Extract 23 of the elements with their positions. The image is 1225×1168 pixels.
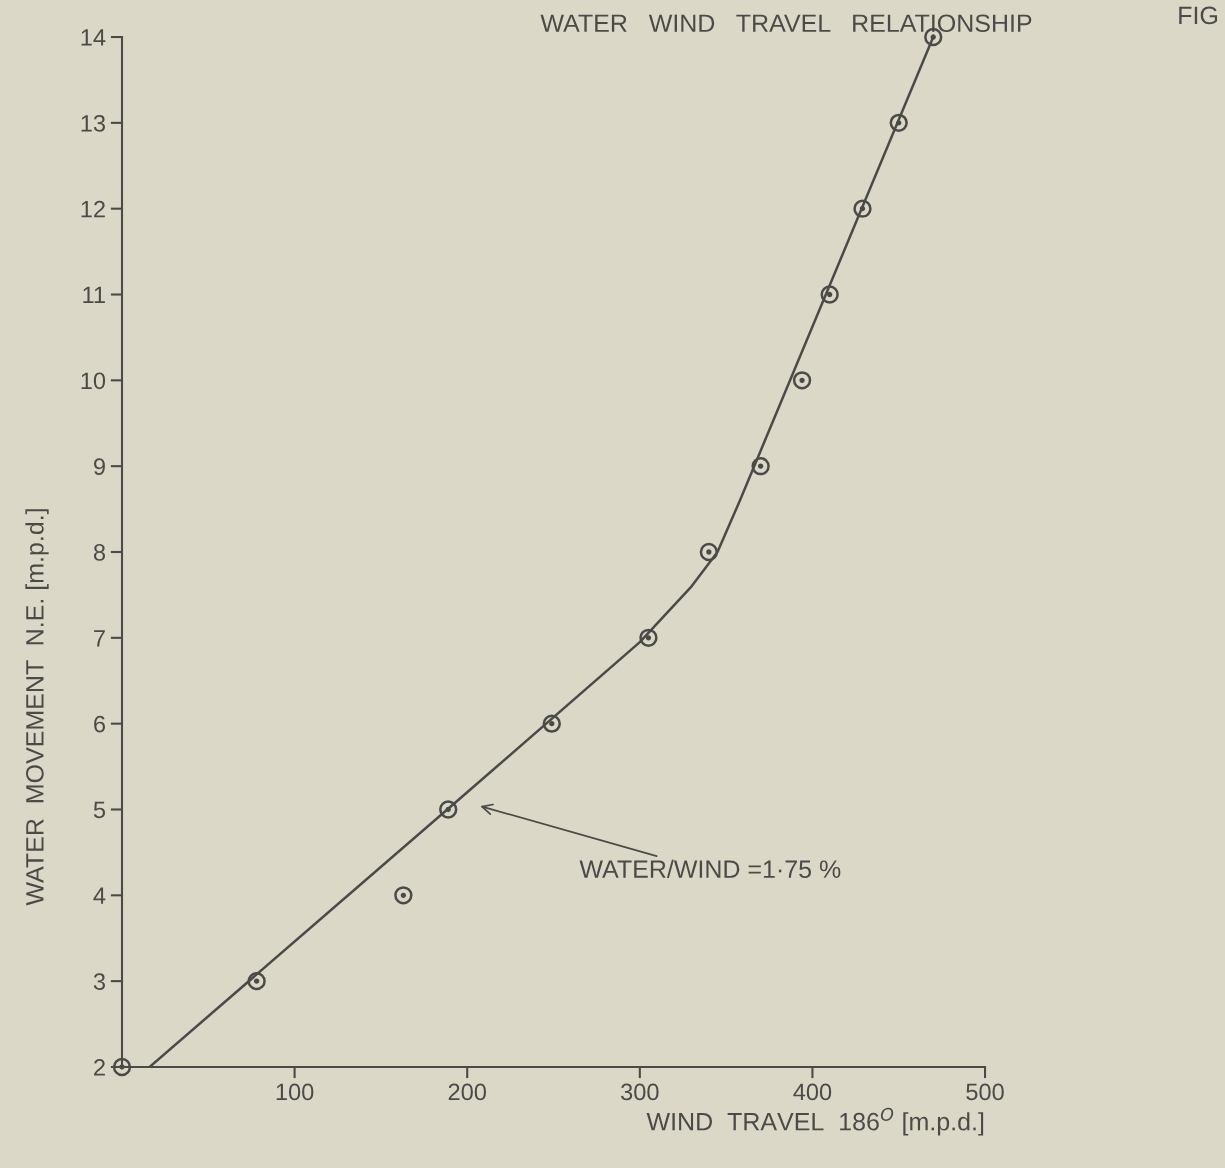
- annotation: WATER/WIND =1·75 %: [579, 859, 841, 878]
- x-tick-label: 200: [448, 1083, 486, 1101]
- y-tick-label: 11: [83, 286, 105, 304]
- chart-title: WATER WIND TRAVEL RELATIONSHIP: [540, 14, 1032, 33]
- x-tick-label: 300: [621, 1083, 659, 1101]
- y-tick-label: 4: [93, 887, 106, 904]
- x-axis-title: WIND TRAVEL 186$^{O}$ [m.p.d.]: [646, 1107, 984, 1136]
- y-tick-label: 5: [93, 801, 106, 819]
- y-tick-label: 6: [94, 715, 105, 733]
- y-tick-label: 9: [94, 458, 105, 475]
- y-axis-title: WATER MOVEMENT N.E. [m.p.d.]: [25, 509, 49, 906]
- x-tick-label: 500: [966, 1083, 1004, 1101]
- y-tick-label: 13: [81, 114, 105, 132]
- y-tick-label: 8: [93, 544, 106, 561]
- y-tick-label: 7: [94, 630, 105, 647]
- y-tick-label: 14: [81, 29, 106, 46]
- text: FIG: [1179, 6, 1218, 25]
- y-tick-label: 2: [94, 1059, 105, 1076]
- x-tick-label: 100: [276, 1083, 314, 1101]
- x-tick-label: 400: [793, 1083, 832, 1101]
- y-tick-label: 12: [81, 200, 105, 218]
- y-tick-label: 10: [81, 372, 106, 390]
- y-tick-label: 3: [93, 973, 105, 990]
